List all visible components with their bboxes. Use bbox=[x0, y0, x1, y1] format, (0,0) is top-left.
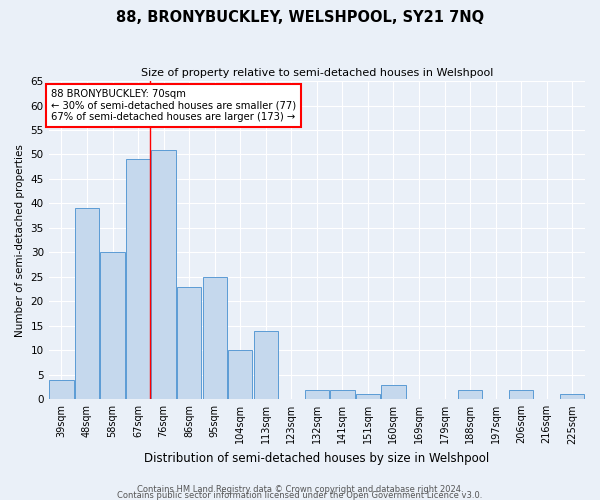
Title: Size of property relative to semi-detached houses in Welshpool: Size of property relative to semi-detach… bbox=[140, 68, 493, 78]
Bar bbox=[330, 390, 355, 400]
Bar bbox=[49, 380, 74, 400]
X-axis label: Distribution of semi-detached houses by size in Welshpool: Distribution of semi-detached houses by … bbox=[144, 452, 490, 465]
Bar bbox=[151, 150, 176, 400]
Bar bbox=[458, 390, 482, 400]
Bar bbox=[254, 331, 278, 400]
Bar bbox=[356, 394, 380, 400]
Text: 88, BRONYBUCKLEY, WELSHPOOL, SY21 7NQ: 88, BRONYBUCKLEY, WELSHPOOL, SY21 7NQ bbox=[116, 10, 484, 25]
Text: Contains HM Land Registry data © Crown copyright and database right 2024.: Contains HM Land Registry data © Crown c… bbox=[137, 484, 463, 494]
Bar bbox=[228, 350, 253, 400]
Bar bbox=[177, 286, 201, 400]
Bar bbox=[560, 394, 584, 400]
Bar bbox=[509, 390, 533, 400]
Bar bbox=[382, 384, 406, 400]
Bar bbox=[305, 390, 329, 400]
Text: Contains public sector information licensed under the Open Government Licence v3: Contains public sector information licen… bbox=[118, 490, 482, 500]
Text: 88 BRONYBUCKLEY: 70sqm
← 30% of semi-detached houses are smaller (77)
67% of sem: 88 BRONYBUCKLEY: 70sqm ← 30% of semi-det… bbox=[52, 89, 296, 122]
Bar bbox=[75, 208, 99, 400]
Y-axis label: Number of semi-detached properties: Number of semi-detached properties bbox=[15, 144, 25, 336]
Bar bbox=[100, 252, 125, 400]
Bar bbox=[126, 160, 150, 400]
Bar bbox=[203, 277, 227, 400]
